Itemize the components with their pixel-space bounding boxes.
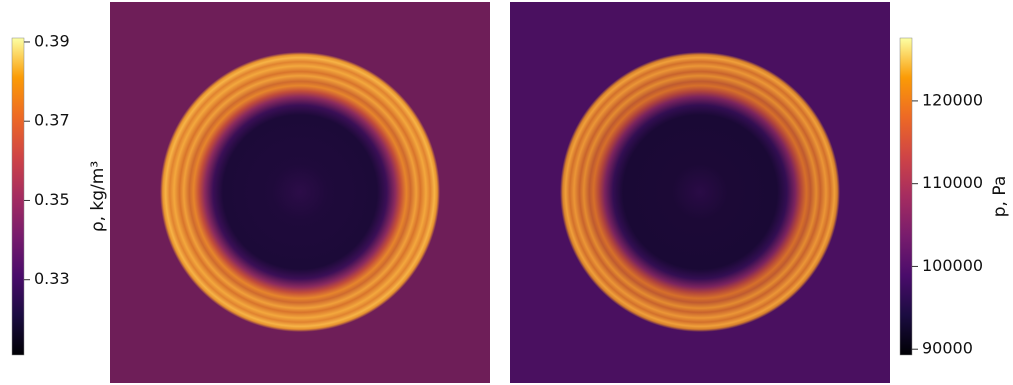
- colorbar-label: ρ, kg/m³: [88, 161, 108, 232]
- figure: 0.33 0.35 0.37 0.39 ρ, kg/m³ 90000 100000 11000…: [0, 0, 1013, 385]
- colorbar: [12, 38, 24, 355]
- colorbar-label: p, Pa: [990, 176, 1010, 218]
- colorbar-tick-label: 0.39: [34, 31, 70, 50]
- colorbar-tick-label: 90000: [922, 339, 973, 358]
- colorbar: [900, 38, 912, 355]
- colorbar-tick-label: 0.37: [34, 111, 70, 130]
- heatmap-right-field: [560, 52, 840, 332]
- colorbar-tick-label: 110000: [922, 173, 983, 192]
- colorbar-tick-label: 0.35: [34, 190, 70, 209]
- colorbar-tick-label: 0.33: [34, 269, 70, 288]
- colorbar-tick-label: 120000: [922, 90, 983, 109]
- heatmap-left-field: [160, 52, 440, 332]
- colorbar-tick-label: 100000: [922, 256, 983, 275]
